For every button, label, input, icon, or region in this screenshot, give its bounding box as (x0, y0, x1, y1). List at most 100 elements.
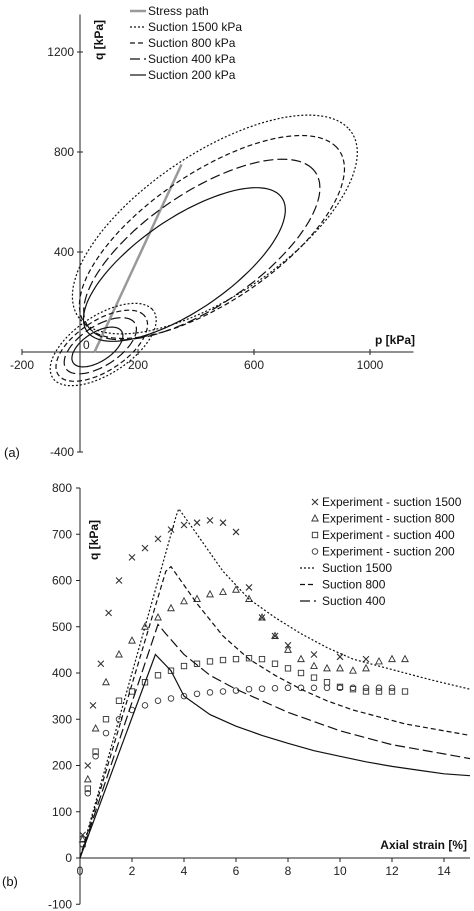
legend-entry: Experiment - suction 800 (322, 512, 455, 526)
yield-surface (83, 158, 321, 341)
y-axis-label: q [kPa] (87, 520, 101, 560)
panel-a: -200 200 600 1000 -400 400 800 1200 0 p [kPa] q [k… (4, 4, 415, 460)
data-point-x (180, 521, 188, 529)
data-point-square (258, 655, 266, 663)
data-point-triangle (115, 650, 123, 658)
legend-entry: Experiment - suction 400 (322, 528, 455, 542)
data-point-x (115, 577, 123, 584)
data-point-circle (336, 684, 344, 692)
data-point-x (362, 655, 370, 663)
data-point-circle (310, 684, 318, 692)
data-point-triangle (401, 654, 409, 663)
legend-entry: Suction 400 (322, 594, 386, 608)
data-point-square (232, 655, 240, 663)
x-tick-label: 6 (233, 864, 240, 878)
data-point-circle (311, 548, 319, 555)
y-tick-label: -100 (48, 897, 72, 911)
data-point-square (388, 688, 396, 695)
data-point-triangle (362, 663, 370, 672)
data-point-triangle (128, 636, 136, 644)
y-tick-label: 500 (52, 620, 72, 634)
legend-entry: Experiment - suction 200 (322, 545, 455, 559)
data-point-x (219, 519, 227, 527)
data-point-square (245, 655, 253, 662)
data-point-x (336, 653, 344, 661)
data-point-square (141, 679, 149, 686)
data-point-x (284, 641, 292, 649)
legend-entry: Suction 1500 (322, 561, 392, 575)
data-point-circle (258, 685, 266, 692)
legend-entry: Experiment - suction 1500 (322, 495, 462, 509)
data-point-triangle (258, 613, 266, 621)
data-point-triangle (271, 631, 279, 639)
x-tick-label: 10 (333, 864, 347, 878)
data-point-triangle (284, 645, 292, 653)
data-point-circle (375, 684, 383, 692)
yield-surface (71, 114, 358, 335)
model-curve (79, 623, 471, 859)
data-point-circle (180, 692, 188, 700)
data-point-triangle (310, 661, 318, 670)
data-point-square (310, 674, 318, 681)
data-point-triangle (78, 835, 87, 843)
y-tick-label: 800 (52, 481, 72, 495)
data-point-triangle (154, 613, 162, 621)
y-tick-label: 200 (52, 759, 72, 773)
data-point-x (193, 519, 201, 527)
y-tick-label: 0 (65, 851, 72, 865)
x-tick-label: 14 (437, 864, 451, 878)
data-point-x (141, 544, 149, 552)
yield-surface (82, 187, 286, 342)
x-tick-label: 4 (181, 864, 188, 878)
data-point-circle (84, 790, 92, 797)
data-point-triangle (180, 596, 188, 605)
data-point-triangle (375, 656, 383, 665)
data-point-triangle (167, 603, 175, 612)
model-curve (79, 507, 471, 859)
data-point-square (362, 688, 370, 695)
data-point-square (128, 688, 136, 695)
yield-surface (55, 309, 149, 382)
x-axis-label: Axial strain [%] (380, 838, 467, 852)
data-point-circle (206, 689, 214, 696)
data-point-square (102, 716, 110, 723)
legend-entry: Stress path (148, 4, 209, 18)
data-point-circle (349, 684, 357, 692)
data-point-triangle (388, 654, 396, 663)
data-point-square (193, 660, 201, 667)
data-point-circle (92, 753, 99, 760)
series-line (93, 163, 183, 353)
data-point-square (92, 748, 99, 755)
legend-entry: Suction 400 kPa (148, 52, 236, 66)
data-point-square (375, 688, 383, 695)
data-point-circle (154, 697, 162, 705)
data-point-x (206, 516, 214, 524)
panel-label: (b) (2, 874, 18, 889)
data-point-circle (245, 685, 253, 693)
data-point-circle (271, 685, 279, 692)
y-tick-label: 100 (52, 805, 72, 819)
data-point-triangle (297, 654, 305, 663)
x-tick-label: 600 (244, 358, 264, 372)
data-point-x (154, 535, 162, 543)
data-point-circle (193, 690, 201, 698)
yield-surface (71, 326, 124, 368)
x-tick-label: 8 (285, 864, 292, 878)
legend-entry: Suction 800 (322, 578, 386, 592)
x-tick-label: 0 (77, 864, 84, 878)
panel-b: 0 2 4 6 8 10 12 14 -100 0 100 200 300 400 500 600 700 800… (2, 481, 471, 911)
data-point-x (271, 632, 279, 640)
data-point-square (297, 669, 305, 677)
model-curve (79, 653, 471, 859)
data-point-triangle (91, 724, 100, 732)
x-tick-label: -200 (10, 358, 34, 372)
data-point-square (219, 656, 227, 664)
data-point-circle (219, 688, 227, 695)
data-point-x (128, 553, 136, 561)
data-point-x (310, 651, 318, 658)
data-point-square (206, 658, 214, 665)
y-tick-label: 800 (54, 145, 74, 159)
yield-surface (78, 134, 346, 340)
data-point-square (323, 679, 331, 686)
